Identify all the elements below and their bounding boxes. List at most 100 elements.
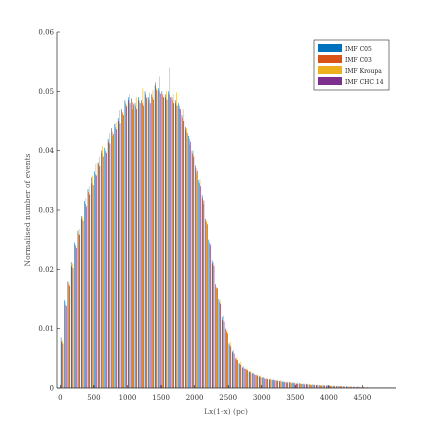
bar-4-79: [324, 385, 326, 388]
bar-2-80: [326, 385, 328, 388]
axes-layer: 0 500 1000 1500 2000 2500 3000 3500 4000 4500 0 0.0…: [38, 29, 396, 402]
bar-3-83: [337, 385, 338, 388]
bar-4-35: [176, 105, 178, 388]
bar-3-58: [253, 372, 254, 388]
bar-4-8: [86, 206, 87, 388]
bar-3-45: [209, 246, 211, 388]
bar-4-59: [257, 375, 258, 388]
bar-1-50: [225, 328, 226, 388]
bar-1-21: [127, 97, 129, 389]
bar-3-28: [152, 90, 154, 389]
bar-1-34: [171, 97, 173, 389]
bar-1-75: [309, 384, 310, 388]
bar-3-5: [75, 244, 77, 388]
x-tick-label: 500: [87, 394, 100, 402]
bar-2-49: [222, 319, 224, 388]
bar-1-70: [292, 382, 294, 388]
bar-2-13: [101, 153, 103, 388]
bar-2-74: [306, 384, 308, 388]
x-tick-label: 3000: [253, 394, 271, 402]
bar-2-71: [296, 383, 297, 388]
bar-2-33: [168, 94, 170, 389]
bar-1-84: [339, 386, 341, 388]
bar-4-54: [240, 364, 242, 388]
bar-4-76: [314, 385, 315, 388]
bar-2-44: [205, 221, 207, 388]
bar-1-78: [319, 385, 320, 388]
bar-4-42: [200, 186, 201, 388]
bar-4-56: [247, 370, 248, 388]
bar-2-68: [286, 382, 287, 388]
bar-3-46: [213, 262, 214, 388]
bar-4-75: [311, 385, 312, 388]
bar-2-2: [64, 304, 66, 388]
bar-1-22: [131, 98, 132, 388]
bar-1-53: [235, 358, 236, 388]
bar-2-17: [115, 126, 116, 389]
bar-4-36: [180, 109, 181, 388]
series-2: [61, 82, 395, 389]
bar-1-68: [285, 382, 287, 388]
bar-1-65: [275, 380, 277, 388]
bar-2-14: [105, 150, 106, 388]
bar-3-82: [333, 385, 335, 388]
bar-1-16: [111, 128, 112, 388]
bar-4-16: [112, 134, 114, 388]
bar-4-83: [337, 386, 339, 388]
bar-1-32: [164, 94, 166, 389]
bar-2-52: [232, 352, 234, 388]
bar-1-82: [332, 385, 334, 388]
series-1: [60, 85, 394, 389]
bar-1-25: [141, 100, 142, 388]
y-tick-label: 0.03: [38, 207, 54, 215]
bar-1-69: [289, 382, 290, 388]
bar-4-89: [358, 386, 359, 388]
bar-2-72: [299, 383, 301, 388]
bar-3-3: [68, 282, 70, 388]
bar-1-15: [107, 138, 109, 388]
bar-3-44: [206, 220, 207, 388]
bar-4-78: [321, 385, 322, 388]
bar-2-78: [319, 385, 321, 388]
bar-4-9: [89, 194, 91, 388]
bar-3-12: [98, 156, 100, 388]
bar-4-27: [149, 103, 151, 388]
bar-4-51: [230, 346, 232, 388]
bar-2-24: [138, 100, 140, 388]
bar-4-21: [129, 103, 131, 388]
bar-3-69: [290, 382, 291, 388]
bar-4-7: [82, 220, 84, 388]
bar-3-19: [122, 113, 124, 388]
bar-2-42: [199, 183, 200, 388]
bar-2-43: [202, 198, 203, 388]
bar-1-91: [362, 386, 364, 388]
bar-4-58: [253, 374, 255, 388]
legend-label: IMF CHC 14: [345, 79, 384, 86]
bar-4-45: [210, 244, 211, 388]
legend-label: IMF Kroupa: [345, 68, 382, 75]
bar-3-73: [303, 383, 305, 388]
bar-3-10: [92, 175, 93, 388]
bar-3-39: [189, 144, 191, 388]
bar-3-74: [307, 383, 308, 388]
bar-4-23: [136, 109, 138, 388]
bar-4-25: [143, 105, 144, 388]
bar-3-13: [102, 145, 103, 388]
y-tick-label: 0: [50, 385, 54, 393]
bar-2-46: [212, 263, 214, 388]
bar-3-6: [78, 228, 80, 388]
bar-4-86: [347, 386, 349, 388]
bar-2-45: [209, 242, 210, 388]
bar-3-37: [182, 109, 184, 388]
bar-3-63: [270, 378, 271, 388]
bar-1-56: [245, 369, 247, 388]
bar-2-65: [276, 380, 277, 388]
bar-4-38: [186, 132, 188, 388]
bar-4-40: [193, 156, 195, 388]
bar-1-6: [77, 230, 79, 388]
bar-3-16: [112, 135, 113, 388]
bar-1-76: [312, 384, 314, 388]
bar-2-50: [225, 331, 227, 388]
bar-3-87: [350, 386, 352, 388]
bar-3-68: [286, 381, 288, 388]
